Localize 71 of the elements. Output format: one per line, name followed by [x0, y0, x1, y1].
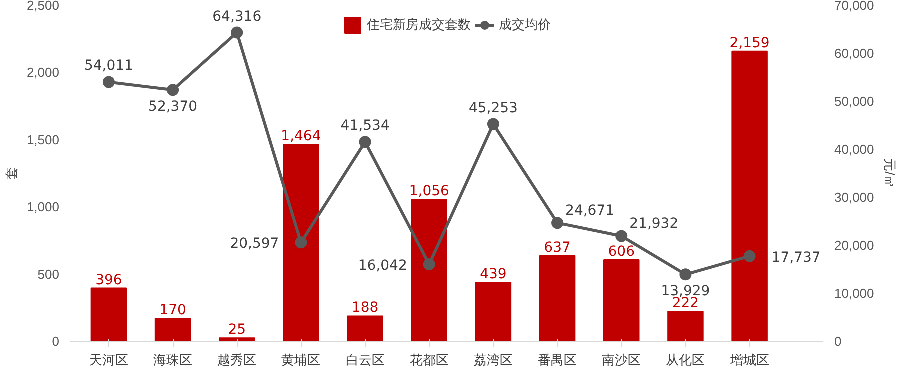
data-label: 25	[228, 322, 246, 338]
x-tick-label: 黄埔区	[282, 352, 321, 368]
data-label: 606	[608, 244, 636, 260]
point	[167, 84, 180, 96]
x-tick-label: 海珠区	[154, 352, 193, 368]
x-tick-label: 越秀区	[218, 352, 257, 368]
y-tick-label: 2,000	[26, 65, 60, 80]
y2-axis-title: 元/㎡	[882, 158, 898, 188]
data-label: 20,597	[230, 236, 280, 252]
y2-tick-label: 60,000	[834, 46, 874, 61]
data-label: 396	[96, 272, 122, 288]
x-tick-label: 从化区	[666, 352, 706, 368]
bar	[411, 199, 448, 342]
bar	[283, 144, 320, 342]
point	[231, 26, 244, 39]
y-tick-label: 1,000	[26, 200, 60, 215]
bar	[347, 316, 384, 342]
point	[102, 76, 115, 88]
bar	[475, 282, 512, 342]
data-label: 17,737	[772, 250, 821, 266]
y2-tick-label: 0	[834, 334, 842, 349]
y2-tick-label: 10,000	[834, 286, 874, 301]
x-tick-label: 番禺区	[538, 352, 578, 368]
y2-tick-label: 40,000	[834, 142, 874, 157]
point	[359, 136, 372, 148]
legend-label: 住宅新房成交套数	[367, 17, 471, 34]
data-label: 1,056	[409, 184, 450, 200]
point	[680, 268, 692, 281]
data-label: 439	[480, 266, 507, 282]
legend-label: 成交均价	[499, 17, 551, 34]
data-label: 54,011	[84, 58, 134, 74]
y2-tick-label: 20,000	[834, 238, 874, 253]
data-label: 24,671	[566, 203, 615, 220]
x-tick-label: 天河区	[89, 352, 128, 368]
point	[423, 258, 436, 270]
point	[295, 236, 308, 249]
point	[744, 250, 756, 262]
data-label: 188	[352, 300, 379, 316]
data-label: 64,316	[212, 8, 262, 25]
data-label: 2,159	[730, 35, 770, 52]
y-tick-label: 2,500	[26, 0, 60, 13]
data-label: 1,464	[281, 128, 322, 145]
y2-tick-label: 50,000	[834, 94, 874, 109]
x-tick-label: 南沙区	[602, 352, 642, 368]
bar	[154, 318, 192, 342]
x-tick-label: 花都区	[410, 352, 449, 368]
x-tick-label: 增城区	[729, 352, 770, 368]
data-label: 41,534	[340, 118, 390, 134]
x-tick-label: 荔湾区	[474, 352, 513, 368]
y-axis-title: 套	[4, 167, 19, 180]
y2-tick-label: 70,000	[834, 0, 874, 13]
bar	[539, 255, 576, 342]
bar	[604, 260, 640, 342]
data-label: 16,042	[358, 258, 408, 274]
point	[487, 118, 500, 130]
y-tick-label: 1,500	[26, 132, 60, 148]
bar	[90, 288, 128, 342]
data-label: 637	[544, 240, 571, 256]
y-tick-label: 0	[52, 334, 60, 349]
bar	[668, 311, 704, 342]
y2-tick-label: 30,000	[834, 190, 874, 205]
data-label: 52,370	[148, 99, 198, 116]
x-tick-label: 白云区	[346, 352, 385, 368]
data-label: 170	[160, 302, 186, 319]
data-label: 21,932	[630, 216, 679, 232]
point	[552, 217, 564, 230]
y-tick-label: 500	[38, 266, 60, 282]
data-label: 45,253	[468, 100, 518, 116]
bar	[732, 50, 768, 342]
data-label: 222	[672, 296, 700, 312]
point	[616, 230, 628, 242]
